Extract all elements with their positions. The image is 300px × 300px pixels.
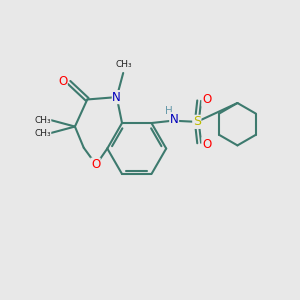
Text: N: N bbox=[112, 91, 121, 103]
Text: CH₃: CH₃ bbox=[116, 60, 132, 69]
Text: O: O bbox=[202, 93, 211, 106]
Text: S: S bbox=[193, 116, 201, 128]
Text: CH₃: CH₃ bbox=[34, 128, 51, 137]
Text: O: O bbox=[58, 75, 67, 88]
Text: O: O bbox=[202, 138, 211, 151]
Text: O: O bbox=[91, 158, 100, 171]
Text: N: N bbox=[170, 113, 178, 126]
Text: H: H bbox=[165, 106, 173, 116]
Text: CH₃: CH₃ bbox=[34, 116, 51, 124]
